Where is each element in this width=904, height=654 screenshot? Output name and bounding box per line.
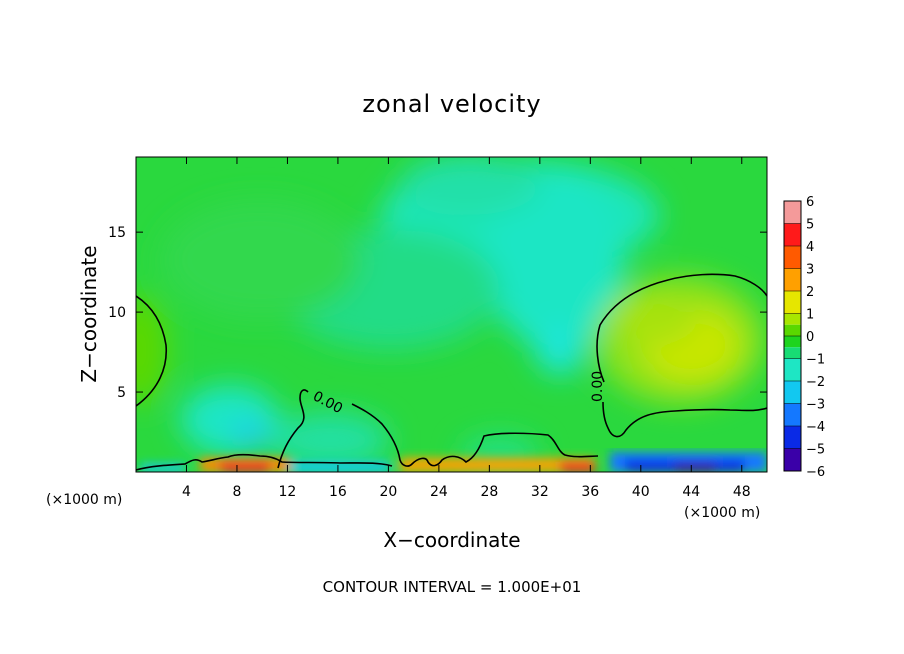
colorbar-swatch — [784, 358, 801, 381]
colorbar-label: 5 — [806, 218, 814, 233]
colorbar-swatch — [784, 268, 801, 291]
colorbar-label: 6 — [806, 195, 814, 210]
x-tick-label: 28 — [480, 484, 498, 500]
x-tick-label: 36 — [581, 484, 599, 500]
x-tick-label: 20 — [379, 484, 397, 500]
colorbar-label: 1 — [806, 308, 814, 323]
colorbar-label: −5 — [806, 443, 825, 458]
y-tick-label: 10 — [108, 305, 126, 321]
colorbar-swatch — [784, 336, 801, 348]
colorbar-swatch — [784, 403, 801, 426]
x-tick-label: 4 — [182, 484, 191, 500]
y-axis-ticks: 5 10 15 — [108, 225, 767, 401]
contour-zero-right — [596, 273, 767, 438]
y-axis-title: Z−coordinate — [77, 245, 101, 382]
x-tick-label: 12 — [279, 484, 297, 500]
colorbar-swatch — [784, 347, 801, 359]
x-tick-label: 32 — [531, 484, 549, 500]
colorbar-label: −2 — [806, 375, 825, 390]
x-tick-label: 16 — [329, 484, 347, 500]
y-tick-label: 5 — [117, 385, 126, 401]
x-tick-label: 8 — [232, 484, 241, 500]
contour-label-right: 0.00 — [590, 371, 606, 402]
colorbar-label: −4 — [806, 420, 825, 435]
x-axis-title: X−coordinate — [383, 528, 520, 552]
colorbar: 6 5 4 3 2 1 0 −1 −2 −3 −4 −5 −6 — [783, 195, 825, 480]
colorbar-swatch — [784, 223, 801, 246]
colorbar-swatch — [784, 246, 801, 269]
x-unit-label-right: (×1000 m) — [684, 505, 760, 521]
x-unit-label-left: (×1000 m) — [46, 492, 122, 508]
x-axis-ticks: 4 8 12 16 20 24 28 32 36 40 44 48 — [182, 157, 751, 500]
colorbar-label: 4 — [806, 240, 814, 255]
colorbar-swatch — [784, 426, 801, 449]
x-tick-label: 44 — [682, 484, 700, 500]
colorbar-swatch — [784, 381, 801, 404]
colorbar-label: 3 — [806, 263, 814, 278]
colorbar-label: −6 — [806, 465, 825, 480]
x-tick-label: 24 — [430, 484, 448, 500]
contour-zero-left — [136, 295, 168, 407]
colorbar-swatch — [784, 324, 801, 336]
x-tick-label: 40 — [632, 484, 650, 500]
colorbar-label: 2 — [806, 285, 814, 300]
colorbar-swatch — [784, 291, 801, 314]
plot-frame — [135, 156, 768, 473]
chart-title: zonal velocity — [362, 90, 541, 118]
colorbar-label: −1 — [806, 353, 825, 368]
contour-interval-note: CONTOUR INTERVAL = 1.000E+01 — [323, 578, 582, 596]
heatmap-field — [136, 157, 767, 472]
contour-bottom-left — [136, 453, 393, 471]
x-tick-label: 48 — [733, 484, 751, 500]
y-tick-label: 15 — [108, 225, 126, 241]
colorbar-swatch — [784, 448, 801, 471]
colorbar-label: −3 — [806, 398, 825, 413]
colorbar-label: 0 — [806, 330, 814, 345]
colorbar-swatch — [784, 313, 801, 325]
contour-zero-center — [277, 389, 599, 469]
contour-lines — [136, 273, 767, 471]
colorbar-swatch — [784, 201, 801, 224]
